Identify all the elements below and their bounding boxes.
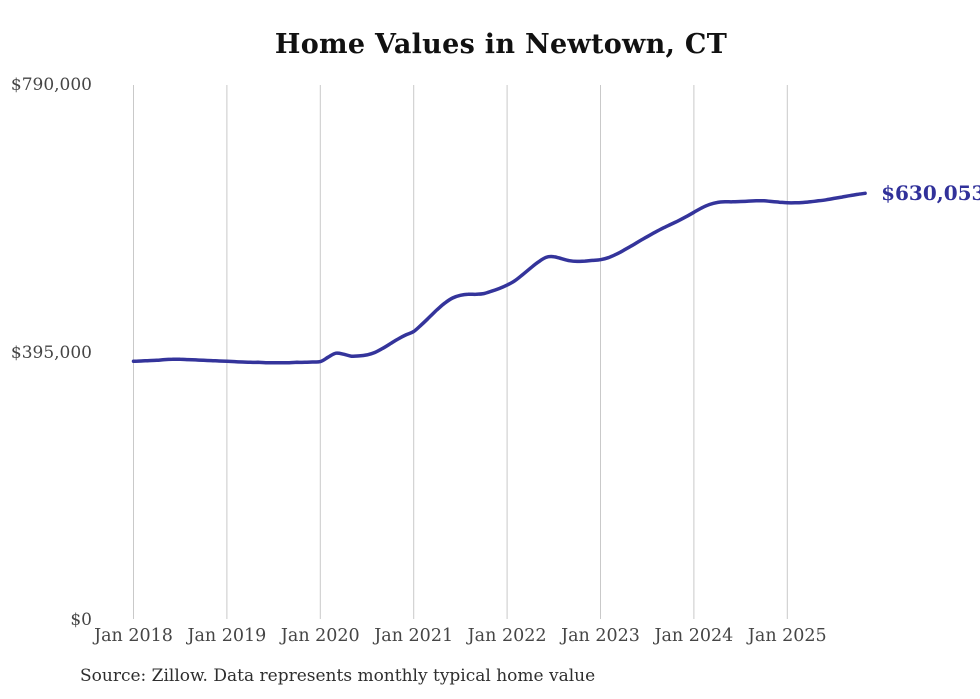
x-tick-label: Jan 2020 — [280, 626, 360, 646]
last-value-label: $630,053 — [881, 181, 980, 206]
y-tick-label: $0 — [70, 610, 92, 630]
x-tick-label: Jan 2018 — [94, 626, 173, 646]
chart-title: Home Values in Newtown, CT — [274, 29, 728, 60]
y-tick-label: $790,000 — [10, 75, 92, 95]
x-tick-label: Jan 2023 — [561, 626, 640, 646]
source-note: Source: Zillow. Data represents monthly … — [80, 666, 596, 686]
home-value-line — [131, 191, 867, 365]
y-tick-label: $395,000 — [10, 342, 92, 363]
x-tick-label: Jan 2019 — [187, 626, 267, 646]
x-tick-label: Jan 2021 — [374, 626, 454, 646]
x-tick-label: Jan 2022 — [467, 626, 547, 646]
x-tick-label: Jan 2024 — [654, 626, 734, 646]
x-tick-label: Jan 2025 — [747, 626, 827, 646]
